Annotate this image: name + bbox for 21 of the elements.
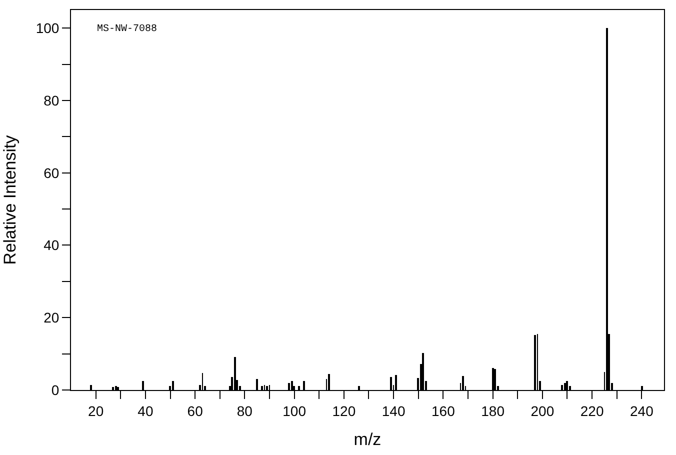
x-tick-label: 60 [187, 402, 204, 419]
annotation: MS-NW-7088 [97, 24, 158, 35]
y-axis-title: Relative Intensity [0, 134, 20, 265]
x-tick-label: 200 [530, 402, 554, 419]
y-tick-label: 80 [44, 92, 60, 108]
x-tick-label: 220 [580, 402, 604, 419]
x-tick-label: 100 [282, 402, 306, 419]
x-tick-label: 120 [332, 402, 356, 419]
x-tick-label: 160 [432, 402, 456, 419]
x-tick-label: 180 [481, 402, 505, 419]
x-tick-label: 40 [138, 402, 154, 419]
y-tick-label: 100 [36, 20, 60, 36]
y-tick-label: 60 [44, 164, 60, 181]
x-tick-label: 20 [88, 402, 104, 419]
y-tick-label: 20 [44, 310, 60, 326]
x-tick-label: 80 [236, 402, 253, 419]
y-tick-label: 0 [51, 382, 60, 398]
x-tick-label: 240 [630, 402, 654, 419]
y-tick-label: 40 [44, 237, 60, 254]
x-axis-title: m/z [354, 430, 382, 450]
x-tick-label: 140 [382, 402, 406, 419]
